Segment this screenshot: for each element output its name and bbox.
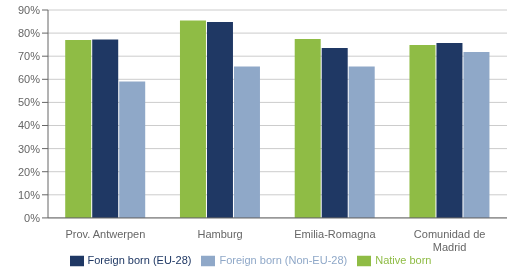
html-text:Foreign born (Non-EU-28): Foreign born (Non-EU-28) — [219, 253, 348, 266]
svg-text:Emilia-Romagna: Emilia-Romagna — [294, 228, 376, 240]
svg-text:10%: 10% — [18, 189, 40, 201]
svg-text:90%: 90% — [18, 4, 40, 16]
svg-text:0%: 0% — [24, 212, 40, 224]
svg-text:50%: 50% — [18, 96, 40, 108]
svg-text:60%: 60% — [18, 73, 40, 85]
svg-text:Prov. Antwerpen: Prov. Antwerpen — [65, 228, 145, 240]
svg-text:20%: 20% — [18, 166, 40, 178]
svg-text:80%: 80% — [18, 27, 40, 39]
html-text:Foreign born (EU-28): Foreign born (EU-28) — [87, 253, 192, 266]
svg-text:40%: 40% — [18, 119, 40, 131]
svg-text:Hamburg: Hamburg — [198, 228, 243, 240]
svg-text:30%: 30% — [18, 143, 40, 155]
svg-text:70%: 70% — [18, 50, 40, 62]
svg-text:Comunidad deMadrid: Comunidad deMadrid — [414, 228, 486, 253]
html-text:Native born: Native born — [375, 253, 432, 266]
